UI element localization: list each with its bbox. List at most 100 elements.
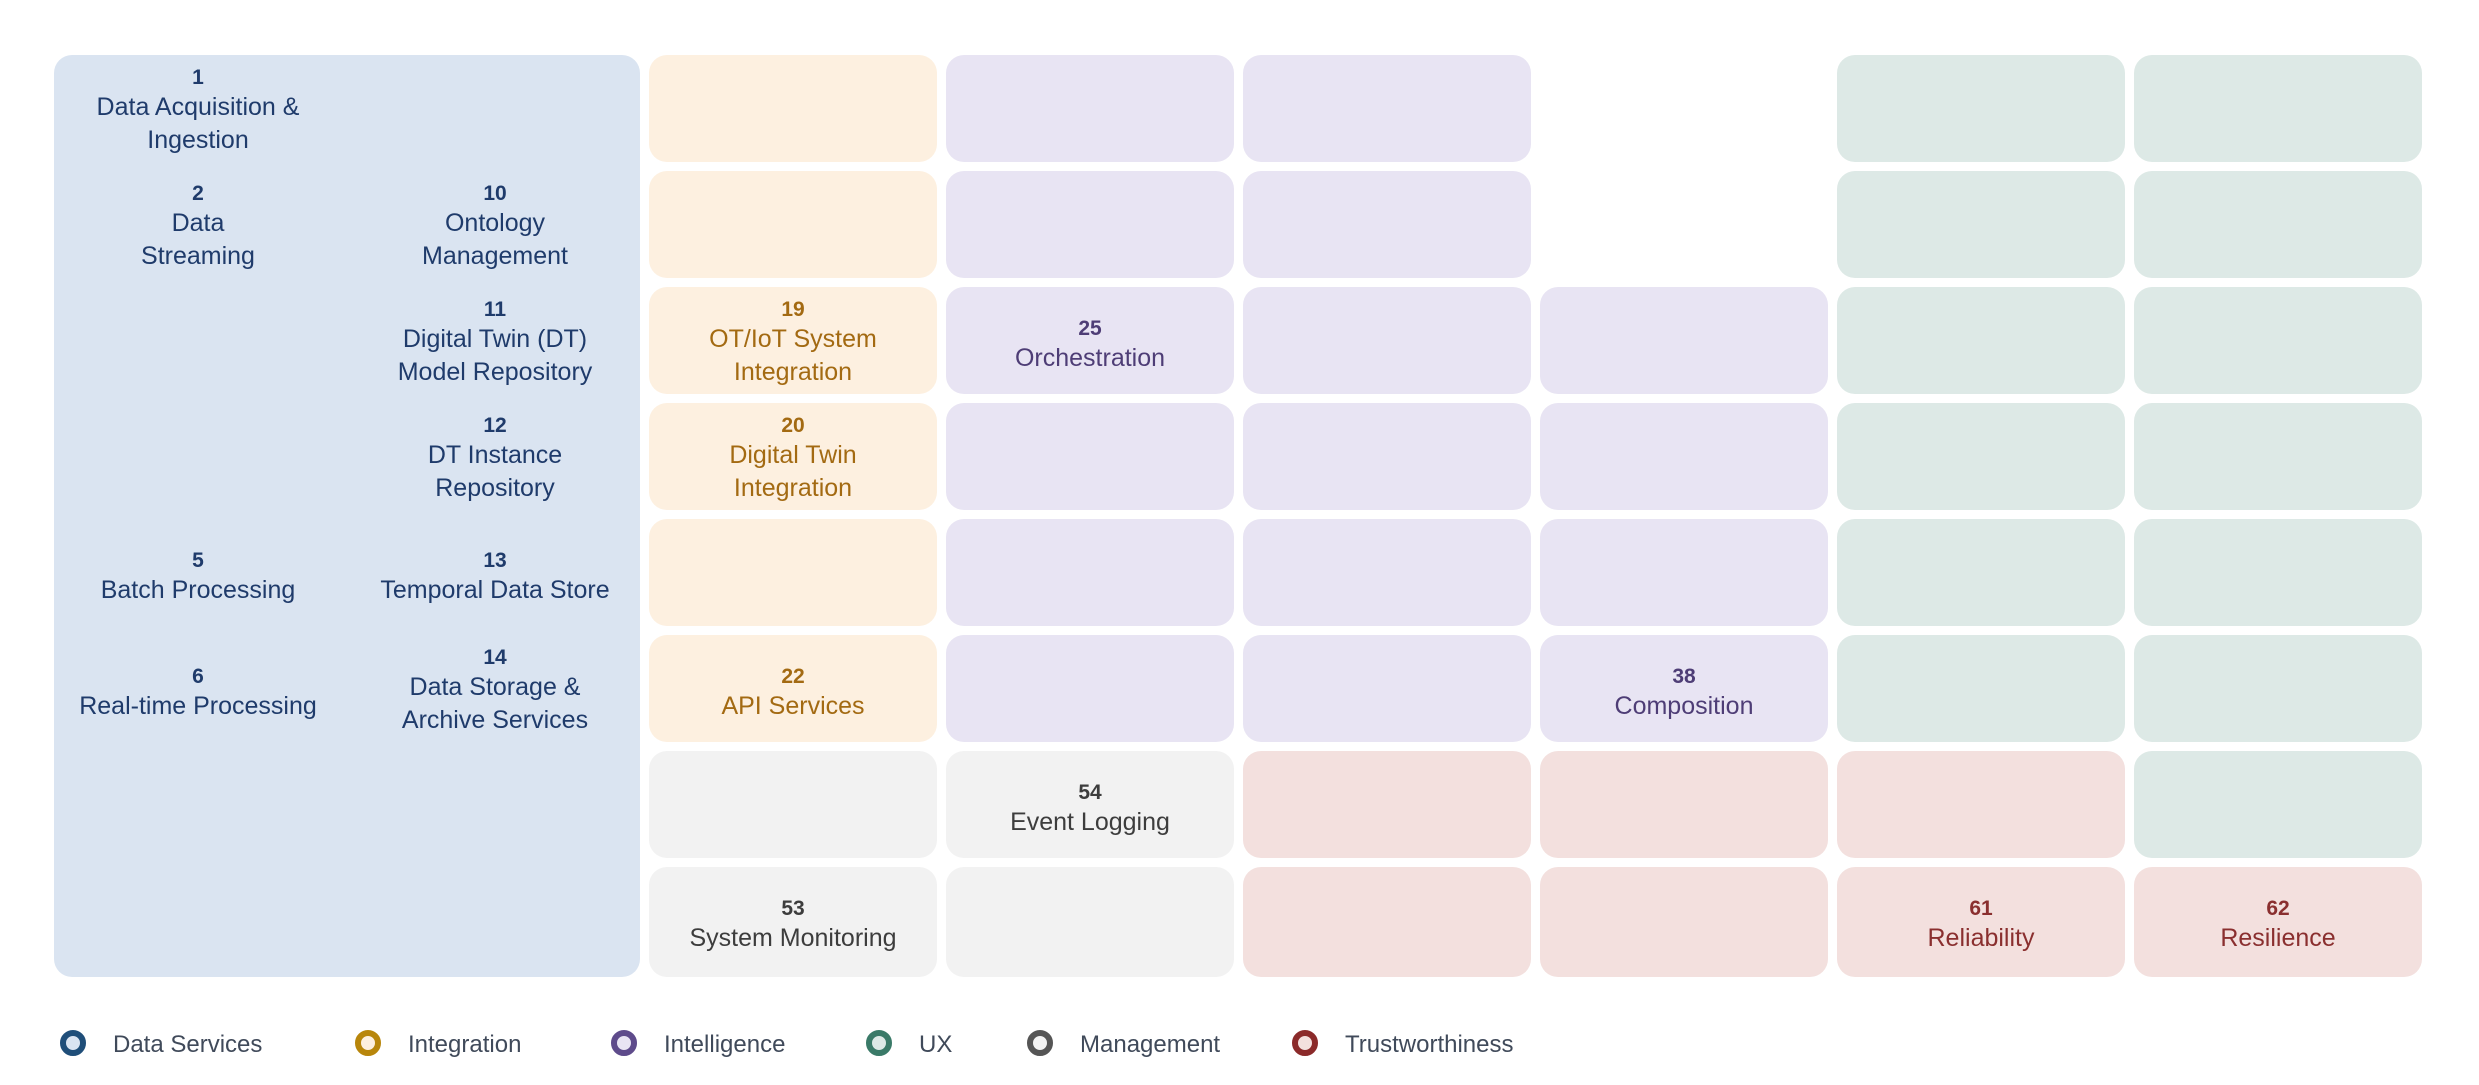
intelligence-cell — [946, 519, 1234, 626]
tile-number: 6 — [192, 665, 204, 688]
ring-icon — [355, 1030, 381, 1056]
tile-name: Ontology — [444, 209, 546, 238]
integration-cell — [649, 635, 937, 742]
intelligence-cell — [946, 287, 1234, 394]
ux-cell — [2134, 403, 2422, 510]
tile-ontology-management: 10 Ontology Management — [351, 180, 639, 272]
tile-name: Data Storage & — [409, 673, 581, 702]
tile-number: 2 — [192, 182, 204, 205]
tile-number: 10 — [483, 182, 507, 205]
tile-name: OT/IoT System — [709, 325, 877, 354]
trust-cell — [1837, 751, 2125, 858]
tile-number: 1 — [192, 66, 204, 89]
ux-cell — [1837, 403, 2125, 510]
trust-cell — [2134, 867, 2422, 977]
tile-name: Temporal Data Store — [380, 576, 610, 605]
integration-cell — [649, 287, 937, 394]
tile-number: 38 — [1672, 665, 1696, 688]
tile-name: Batch Processing — [100, 576, 296, 605]
tile-name: Digital Twin — [729, 441, 857, 470]
legend-label: Trustworthiness — [1345, 1031, 1514, 1058]
tile-number: 14 — [483, 646, 507, 669]
tile-name: Streaming — [141, 241, 255, 270]
tile-name: Data Acquisition & — [96, 93, 300, 122]
intelligence-cell — [1243, 519, 1531, 626]
intelligence-cell — [1243, 635, 1531, 742]
intelligence-cell — [1540, 403, 1828, 510]
intelligence-cell — [946, 171, 1234, 278]
intelligence-cell — [1540, 519, 1828, 626]
trust-cell — [1243, 751, 1531, 858]
trust-cell — [1837, 867, 2125, 977]
integration-cell — [649, 171, 937, 278]
tile-resilience: 62 Resilience — [2134, 895, 2422, 955]
tile-name: Integration — [733, 473, 853, 502]
tile-reliability: 61 Reliability — [1837, 895, 2125, 955]
tile-event-logging: 54 Event Logging — [946, 779, 1234, 839]
ux-cell — [1837, 635, 2125, 742]
ux-cell — [2134, 171, 2422, 278]
tile-name: Management — [422, 241, 568, 270]
ring-icon — [60, 1030, 86, 1056]
ux-cell — [2134, 519, 2422, 626]
intelligence-cell — [1243, 55, 1531, 162]
legend-label: Data Services — [113, 1031, 263, 1058]
ux-cell — [2134, 55, 2422, 162]
tile-number: 22 — [781, 665, 805, 688]
integration-cell — [649, 55, 937, 162]
management-cell — [946, 751, 1234, 858]
tile-number: 54 — [1078, 781, 1102, 804]
tile-dt-model-repository: 11 Digital Twin (DT) Model Repository — [351, 296, 639, 388]
management-cell — [946, 867, 1234, 977]
ring-icon — [1292, 1030, 1318, 1056]
tile-realtime-processing: 6 Real-time Processing — [54, 663, 342, 723]
intelligence-cell — [946, 55, 1234, 162]
tile-data-streaming: 2 Data Streaming — [54, 180, 342, 272]
intelligence-cell — [946, 403, 1234, 510]
tile-name: Repository — [435, 473, 555, 502]
tile-name: Resilience — [2220, 924, 2336, 953]
intelligence-cell — [1243, 403, 1531, 510]
tile-name: Integration — [733, 357, 853, 386]
tile-name: Archive Services — [401, 705, 589, 734]
tile-number: 11 — [483, 298, 507, 321]
legend-label: Intelligence — [664, 1031, 786, 1058]
trust-cell — [1540, 751, 1828, 858]
tile-name: Real-time Processing — [79, 692, 317, 721]
tile-name: Data — [171, 209, 225, 238]
tile-system-monitoring: 53 System Monitoring — [649, 895, 937, 955]
tile-digital-twin-integration: 20 Digital Twin Integration — [649, 412, 937, 504]
ux-cell — [1837, 171, 2125, 278]
tile-number: 25 — [1078, 317, 1102, 340]
tile-name: Event Logging — [1010, 808, 1170, 837]
tile-orchestration: 25 Orchestration — [946, 315, 1234, 375]
tile-number: 19 — [781, 298, 805, 321]
intelligence-cell — [1540, 635, 1828, 742]
tile-number: 5 — [192, 549, 204, 572]
ux-cell — [1837, 55, 2125, 162]
management-cell — [649, 867, 937, 977]
ux-cell — [1837, 519, 2125, 626]
tile-number: 12 — [483, 414, 507, 437]
intelligence-cell — [946, 635, 1234, 742]
trust-cell — [1243, 867, 1531, 977]
tile-data-acquisition: 1 Data Acquisition & Ingestion — [54, 64, 342, 156]
intelligence-cell — [1540, 287, 1828, 394]
management-cell — [649, 751, 937, 858]
tile-number: 20 — [781, 414, 805, 437]
tile-name: Reliability — [1927, 924, 2035, 953]
tile-composition: 38 Composition — [1540, 663, 1828, 723]
tile-name: Model Repository — [397, 357, 593, 386]
ux-cell — [2134, 635, 2422, 742]
trust-cell — [1540, 867, 1828, 977]
legend-label: Integration — [408, 1031, 522, 1058]
tile-name: DT Instance — [427, 441, 563, 470]
ux-cell — [2134, 751, 2422, 858]
tile-name: Digital Twin (DT) — [402, 325, 588, 354]
tile-number: 13 — [483, 549, 507, 572]
integration-cell — [649, 519, 937, 626]
tile-number: 62 — [2266, 897, 2290, 920]
tile-name: System Monitoring — [689, 924, 897, 953]
tile-dt-instance-repository: 12 DT Instance Repository — [351, 412, 639, 504]
intelligence-cell — [1243, 287, 1531, 394]
